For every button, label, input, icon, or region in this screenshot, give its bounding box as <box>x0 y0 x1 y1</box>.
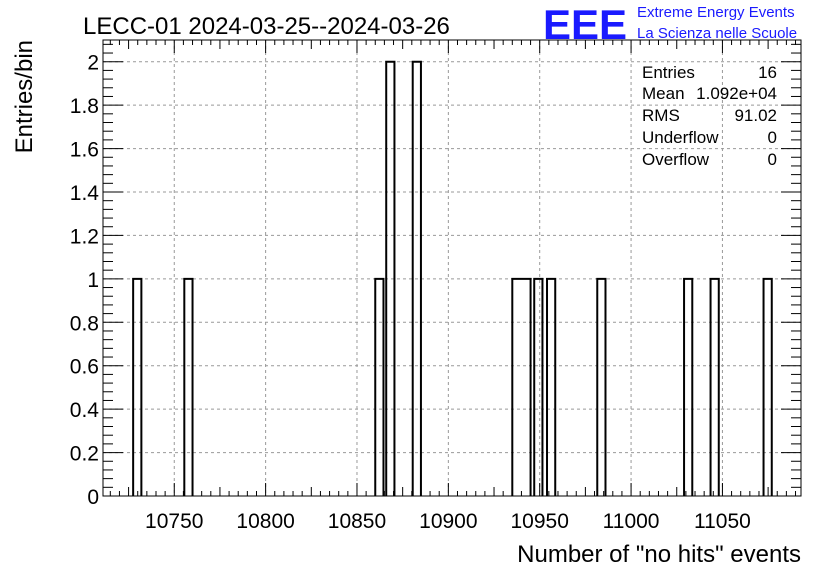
stat-value-mean: 1.092e+04 <box>696 84 777 103</box>
x-tick-label: 11050 <box>694 510 751 533</box>
histogram-bin <box>511 277 532 496</box>
stat-value-entries: 16 <box>758 63 777 82</box>
histogram-bin <box>374 277 385 496</box>
chart-title: LECC-01 2024-03-25--2024-03-26 <box>83 13 450 40</box>
y-tick-label: 0.6 <box>70 356 99 379</box>
x-tick-label: 11000 <box>603 510 660 533</box>
logo-line-1: Extreme Energy Events <box>637 4 795 21</box>
y-tick-label: 0.2 <box>70 443 99 466</box>
stats-box: Entries 16 Mean 1.092e+04 RMS 91.02 Unde… <box>642 63 777 169</box>
y-tick-label: 0 <box>87 486 99 509</box>
y-tick-label: 0.4 <box>70 399 100 422</box>
axis-ticks <box>103 40 801 497</box>
histogram-bin <box>546 277 557 496</box>
x-tick-labels: 10750 10800 10850 10900 10950 11000 11050 <box>145 510 751 533</box>
stat-label-mean: Mean <box>642 84 685 103</box>
x-tick-label: 10950 <box>511 510 569 533</box>
histogram-bin <box>596 277 607 496</box>
stat-value-overflow: 0 <box>768 150 777 169</box>
grid-lines <box>103 40 801 496</box>
x-tick-label: 10800 <box>236 510 294 533</box>
y-tick-labels: 0 0.2 0.4 0.6 0.8 1 1.2 1.4 1.6 1.8 2 <box>70 52 100 509</box>
y-tick-label: 1.8 <box>70 95 99 118</box>
logo-line-2: La Scienza nelle Scuole <box>637 25 797 42</box>
y-tick-label: 1.2 <box>70 225 99 248</box>
stat-label-underflow: Underflow <box>642 128 719 147</box>
histogram-bin <box>132 277 143 496</box>
histogram-bars <box>132 60 773 496</box>
histogram-bin <box>683 277 694 496</box>
histogram-bin <box>709 277 720 496</box>
histogram-bin <box>183 277 194 496</box>
eee-logo: EEE Extreme Energy Events La Scienza nel… <box>543 1 797 48</box>
x-tick-label: 10750 <box>145 510 203 533</box>
y-tick-label: 1.6 <box>70 139 99 162</box>
x-tick-label: 10850 <box>328 510 386 533</box>
plot-frame <box>102 39 802 497</box>
stat-label-entries: Entries <box>642 63 695 82</box>
y-tick-label: 1.4 <box>70 182 100 205</box>
histogram-bin <box>762 277 773 496</box>
histogram-bin <box>385 60 396 496</box>
eee-logo-mark: EEE <box>543 1 627 48</box>
stat-label-rms: RMS <box>642 106 680 125</box>
y-axis-label: Entries/bin <box>11 40 38 153</box>
y-tick-label: 0.8 <box>70 312 99 335</box>
y-tick-label: 2 <box>87 52 99 75</box>
y-tick-label: 1 <box>87 269 99 292</box>
x-tick-label: 10900 <box>419 510 477 533</box>
x-axis-label: Number of "no hits" events <box>517 541 801 568</box>
stat-label-overflow: Overflow <box>642 150 710 169</box>
stat-value-underflow: 0 <box>768 128 777 147</box>
stat-value-rms: 91.02 <box>734 106 777 125</box>
histogram-bin <box>533 277 544 496</box>
histogram-bin <box>411 60 422 496</box>
